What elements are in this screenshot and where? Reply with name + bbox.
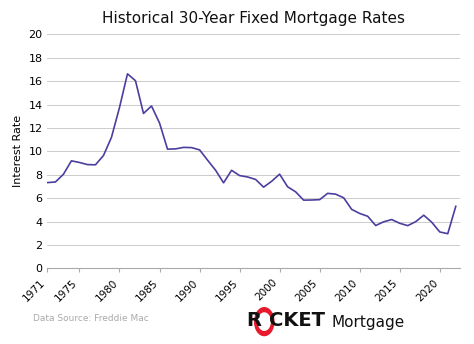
Circle shape [255,308,274,336]
Text: CKET: CKET [269,311,325,330]
Y-axis label: Interest Rate: Interest Rate [13,115,23,187]
Text: Mortgage: Mortgage [332,315,405,330]
Text: R: R [246,311,262,330]
Title: Historical 30-Year Fixed Mortgage Rates: Historical 30-Year Fixed Mortgage Rates [102,11,405,26]
Circle shape [258,313,270,330]
Text: Data Source: Freddie Mac: Data Source: Freddie Mac [33,314,149,323]
